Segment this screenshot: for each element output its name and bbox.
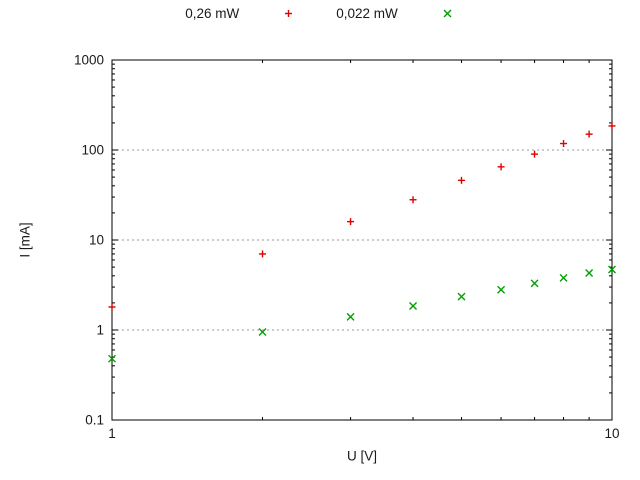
legend-entry-series-1: 0,26 mW <box>185 6 296 21</box>
data-point-cross <box>258 328 267 336</box>
x-tick-label: 1 <box>108 426 116 441</box>
data-point-cross <box>608 265 616 274</box>
legend-entry-series-2: 0,022 mW <box>336 6 455 21</box>
data-point-cross <box>409 301 418 310</box>
data-point-cross <box>585 268 594 277</box>
data-point-cross <box>457 292 466 301</box>
data-point-cross <box>530 279 539 288</box>
data-point-cross <box>443 9 452 18</box>
y-axis-label: I [mA] <box>17 222 33 258</box>
data-point-cross <box>108 354 116 363</box>
data-point-cross <box>559 273 568 282</box>
x-axis-label: U [V] <box>346 448 378 464</box>
x-tick-label: 10 <box>604 426 619 441</box>
plus-marker-icon <box>285 10 293 17</box>
y-tick-label: 1000 <box>74 53 104 68</box>
legend-label-series-2: 0,022 mW <box>336 6 398 21</box>
data-point-cross <box>497 285 506 294</box>
legend-label-series-1: 0,26 mW <box>185 6 240 21</box>
y-tick-label: 100 <box>81 143 104 158</box>
chart-legend: 0,26 mW 0,022 mW <box>0 6 640 21</box>
data-point-cross <box>346 312 355 321</box>
y-tick-label: 0.1 <box>85 413 104 428</box>
y-tick-label: 10 <box>89 233 104 248</box>
y-tick-label: 1 <box>96 323 104 338</box>
cross-marker-icon <box>443 9 452 18</box>
